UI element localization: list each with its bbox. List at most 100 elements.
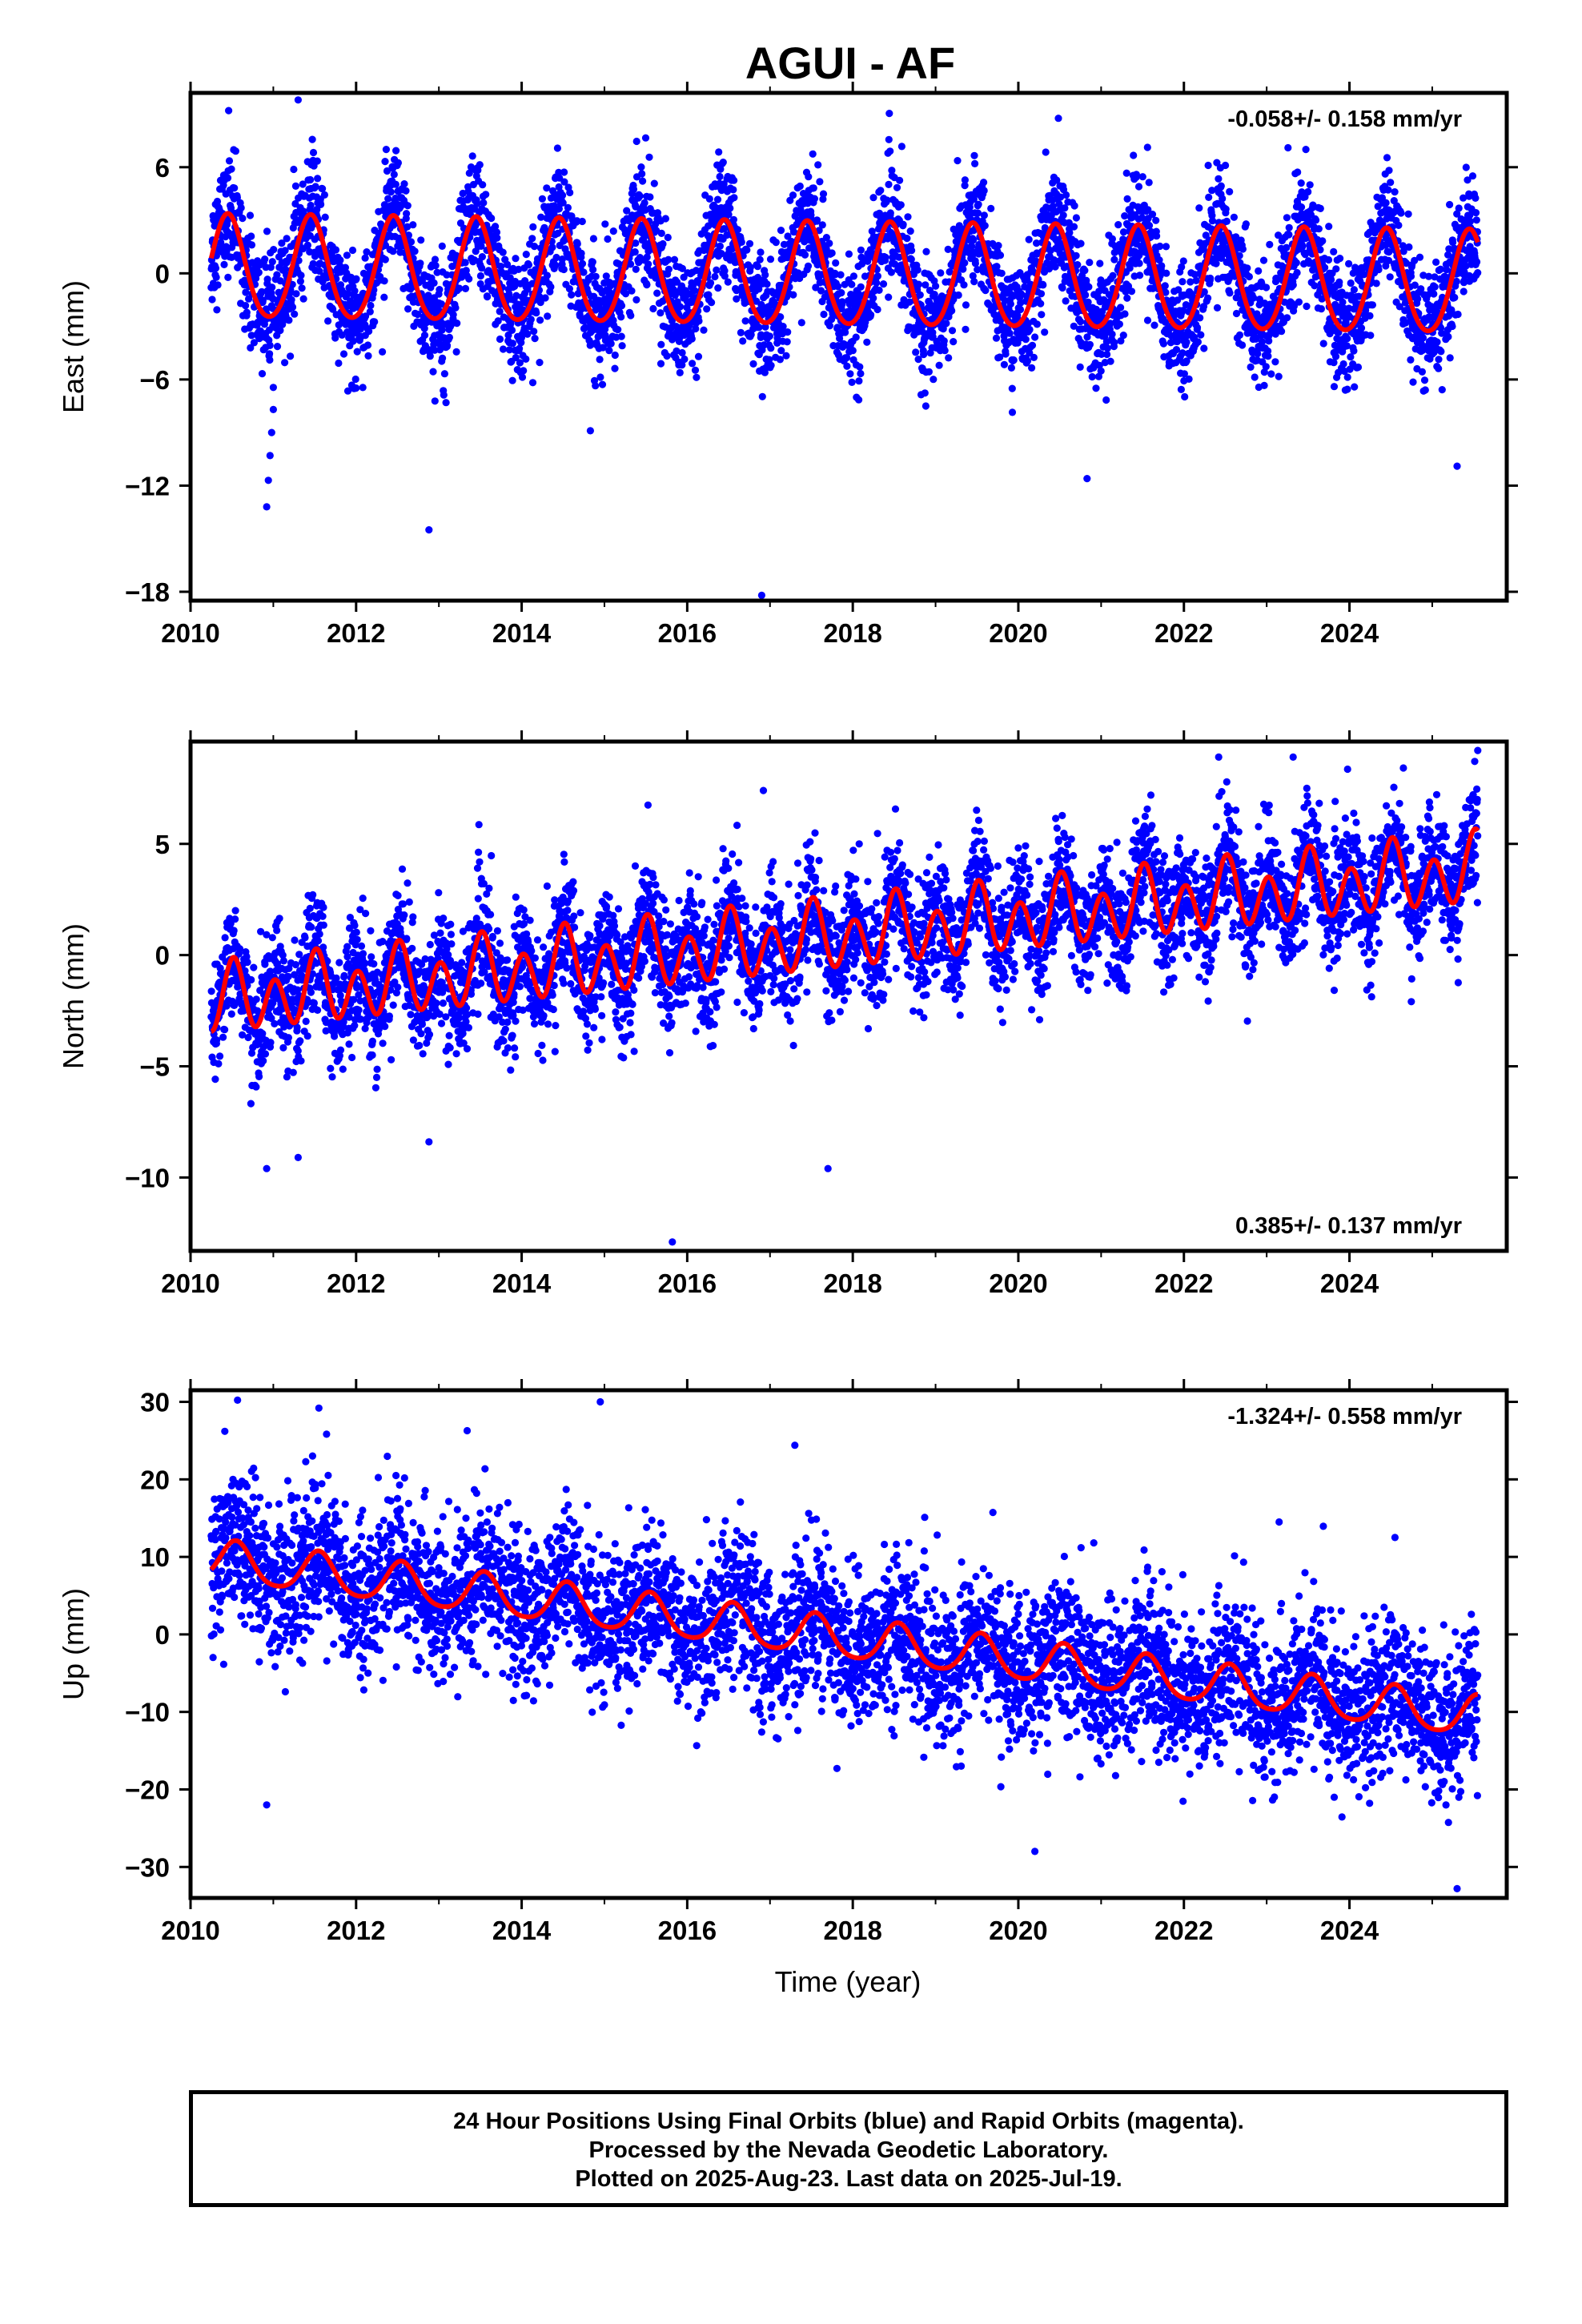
data-point [311,183,319,191]
data-point [1070,202,1078,210]
data-point [812,283,820,292]
data-point [589,235,598,243]
data-point [1135,259,1143,267]
data-point [512,255,520,263]
data-point [678,264,687,272]
data-point [1179,307,1187,315]
data-point [1264,352,1272,360]
data-point [516,344,524,352]
data-point [849,347,857,355]
data-point [527,316,535,324]
data-point [1186,278,1195,286]
data-point [1452,277,1460,286]
data-point [314,175,322,183]
data-point [657,229,665,237]
data-point [946,267,954,276]
data-point [814,161,822,169]
data-point [690,287,699,295]
data-point [706,279,715,287]
data-point [528,235,536,243]
data-point [857,369,865,378]
data-point [1387,179,1395,187]
data-point [1293,268,1301,277]
data-point [1431,283,1439,291]
data-point [755,285,763,293]
data-point [700,326,708,334]
data-point [729,215,738,223]
outlier-point [586,427,595,435]
data-point [1123,294,1131,302]
data-point [1407,272,1415,280]
data-point [335,359,343,368]
data-point [281,247,289,255]
data-point [906,227,914,235]
outlier-point [266,452,274,460]
data-point [1290,302,1298,310]
data-point [433,268,441,276]
data-point [855,396,863,404]
data-point [945,354,953,362]
data-point [641,134,650,142]
data-point [431,255,440,263]
data-point [944,245,952,253]
data-point [488,214,496,223]
data-point [637,163,645,171]
data-point [628,287,636,295]
data-point [631,248,639,256]
data-point [560,168,568,176]
data-point [1265,337,1273,345]
data-point [269,384,277,392]
data-point [1283,314,1291,322]
data-point [287,352,295,360]
data-point [443,271,451,279]
data-point [733,226,742,234]
data-point [921,281,930,289]
data-point [981,222,989,230]
data-point [1097,367,1105,375]
data-point [520,367,528,375]
data-point [1008,408,1017,416]
data-point [1438,386,1446,394]
data-point [961,176,969,184]
data-point [1208,217,1217,225]
data-point [522,251,530,259]
data-point [737,328,745,336]
data-point [1451,293,1459,302]
data-point [688,335,696,343]
data-point [1217,182,1225,190]
data-point [1025,235,1033,243]
data-point [713,195,722,203]
data-point [285,316,293,324]
data-point [1289,281,1297,289]
data-point [430,279,438,287]
data-point [897,201,905,209]
data-point [321,213,329,221]
data-point [1325,223,1333,231]
data-point [1375,266,1383,274]
data-point [1405,243,1413,251]
outlier-point [425,526,433,534]
data-point [834,283,842,291]
data-point [1061,204,1069,212]
data-point [548,243,556,251]
data-point [828,249,836,257]
data-point [1299,243,1307,251]
data-point [1312,216,1320,224]
data-point [843,362,851,370]
data-point [614,259,623,267]
data-point [1430,290,1438,298]
data-point [320,191,328,199]
data-point [1235,331,1244,339]
data-point [493,234,501,242]
data-point [547,283,555,291]
data-point [994,242,1002,250]
data-point [611,364,619,372]
data-point [805,173,813,181]
data-point [925,368,933,376]
data-point [996,353,1004,361]
data-point [1207,274,1215,283]
data-point [543,271,552,279]
data-point [1006,300,1014,308]
data-point [848,378,856,386]
data-point [1016,305,1025,314]
